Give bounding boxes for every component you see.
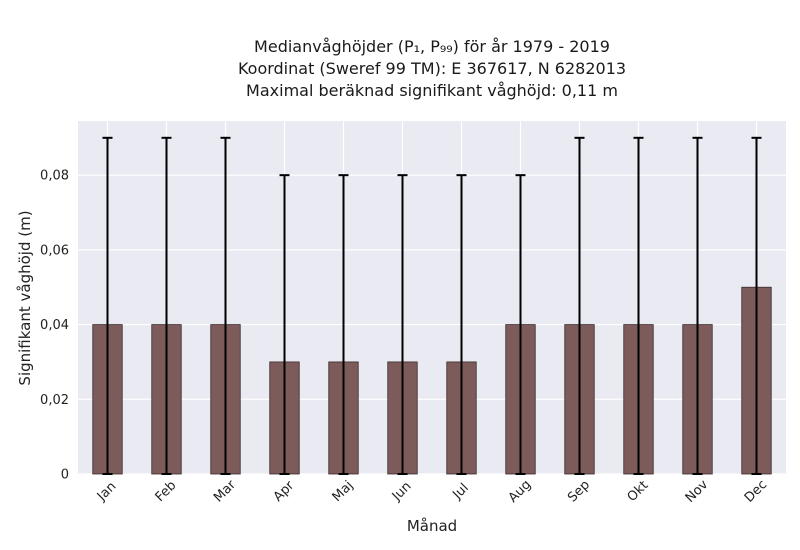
y-tick-label: 0,06	[40, 243, 69, 258]
error-bar-maj	[338, 174, 349, 475]
y-tick-label: 0	[61, 468, 69, 483]
y-axis-label: Signifikant våghöjd (m)	[16, 210, 34, 385]
error-bars	[102, 136, 762, 475]
error-bar-nov	[692, 136, 703, 475]
error-bar-jun	[397, 174, 408, 475]
error-bar-feb	[161, 136, 172, 475]
x-tick-label: Jul	[449, 481, 471, 503]
plot-area	[78, 121, 786, 474]
error-bar-aug	[515, 174, 526, 475]
x-tick-label: Jan	[94, 479, 119, 504]
x-tick-label: Feb	[153, 478, 180, 505]
x-tick-label: Apr	[271, 478, 298, 505]
y-axis-ticks: 0 0,02 0,04 0,06 0,08	[40, 169, 69, 483]
chart-title-line-2: Koordinat (Sweref 99 TM): E 367617, N 62…	[238, 59, 626, 78]
x-tick-label: Aug	[506, 477, 535, 506]
x-tick-label: Nov	[683, 477, 712, 506]
error-bar-okt	[633, 136, 644, 475]
x-tick-label: Mar	[211, 477, 239, 505]
error-bar-apr	[279, 174, 290, 475]
x-axis-ticks: Jan Feb Mar Apr Maj Jun Jul Aug Sep Okt Nov Dec	[94, 477, 770, 506]
error-bar-sep	[574, 136, 585, 475]
x-tick-label: Dec	[742, 477, 770, 505]
y-tick-label: 0,02	[40, 393, 69, 408]
x-axis-label: Månad	[407, 517, 457, 535]
error-bar-mar	[220, 136, 231, 475]
chart-title-line-1: Medianvåghöjder (P₁, P₉₉) för år 1979 - …	[254, 37, 610, 56]
error-bar-jul	[456, 174, 467, 475]
chart-title-line-3: Maximal beräknad signifikant våghöjd: 0,…	[246, 81, 618, 100]
y-tick-label: 0,08	[40, 169, 69, 184]
x-tick-label: Sep	[565, 478, 593, 506]
error-bar-dec	[751, 136, 762, 475]
x-tick-label: Maj	[330, 478, 357, 505]
chart-title: Medianvåghöjder (P₁, P₉₉) för år 1979 - …	[238, 37, 626, 100]
y-tick-label: 0,04	[40, 318, 69, 333]
x-tick-label: Okt	[625, 478, 652, 505]
x-tick-label: Jun	[389, 479, 415, 505]
error-bar-jan	[102, 136, 113, 475]
